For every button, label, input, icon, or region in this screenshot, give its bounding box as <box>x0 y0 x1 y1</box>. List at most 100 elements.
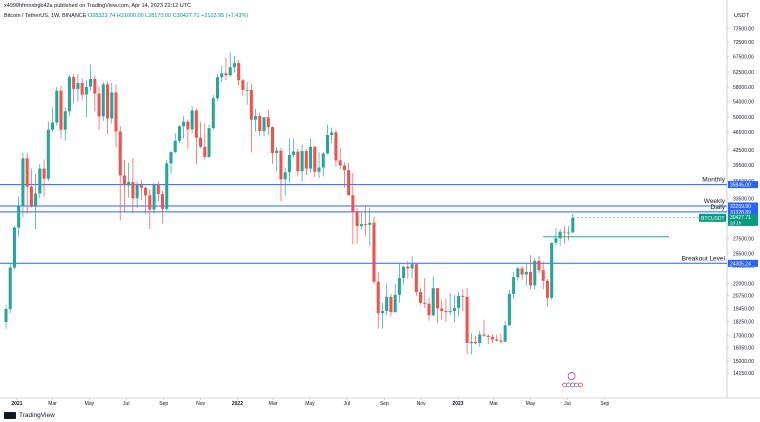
symbol-badge-text: BTCUSDT <box>701 216 725 222</box>
candle-body <box>359 224 363 227</box>
level-price-badge-text: 32259.90 <box>730 204 751 210</box>
candle-body <box>444 311 448 313</box>
candle-body <box>160 194 165 209</box>
candle-body <box>372 222 376 282</box>
price-tick-label: 24000.00 <box>733 264 754 270</box>
earnings-marker-icon <box>566 382 571 388</box>
candle-body <box>258 115 262 132</box>
candle-body <box>296 151 300 172</box>
candle-body <box>321 153 325 168</box>
candle-body <box>84 86 88 95</box>
candle-body <box>262 117 266 132</box>
candle-body <box>17 206 21 228</box>
price-tick-label: 19450.00 <box>733 306 754 312</box>
candle-body <box>406 266 410 269</box>
candle-body <box>156 184 160 195</box>
time-tick-label: Sep <box>380 401 389 407</box>
candle-body <box>292 151 296 155</box>
candle-body <box>567 232 571 234</box>
candle-body <box>215 77 220 99</box>
time-tick-label: May <box>526 401 536 407</box>
time-tick-label: Sep <box>600 401 609 407</box>
candle-body <box>42 168 46 179</box>
price-tick-label: 62500.00 <box>733 70 754 76</box>
candle-body <box>237 63 241 81</box>
candle-body <box>152 184 156 210</box>
candle-body <box>448 311 452 313</box>
level-price-badge-text: 35845.00 <box>730 183 751 189</box>
grid <box>0 0 760 399</box>
candle-body <box>414 264 418 292</box>
candle-body <box>80 82 84 95</box>
candle-body <box>186 121 190 130</box>
candle-body <box>241 80 245 90</box>
candle-body <box>545 280 549 298</box>
candle-body <box>304 151 308 169</box>
candle-body <box>528 271 533 286</box>
time-tick-label: 2022 <box>232 401 243 407</box>
time-tick-label: Mar <box>269 401 278 407</box>
candle-body <box>270 127 275 153</box>
candle-body <box>516 268 520 278</box>
candle-body <box>38 168 42 194</box>
candle-body <box>380 311 384 314</box>
candle-body <box>249 89 253 120</box>
candle-body <box>8 267 12 309</box>
candle-body <box>283 172 287 180</box>
candle-body <box>364 224 368 225</box>
candle-body <box>330 132 334 135</box>
candle-body <box>118 131 122 176</box>
candle-body <box>34 193 38 206</box>
price-tick-label: 46500.00 <box>733 130 754 136</box>
candle-body <box>512 277 516 294</box>
price-axis[interactable]: USDT 77500.00 72500.00 67500.00 62500.00 5800… <box>699 13 758 377</box>
candle-body <box>177 126 181 141</box>
candle-body <box>182 121 186 127</box>
candle-body <box>524 271 528 275</box>
event-marker-icon <box>567 372 576 380</box>
time-axis[interactable]: 2021 Mar May Jul Sep Nov 2022 Mar May Jul Sep Nov 20… <box>11 398 610 407</box>
candle-body <box>385 296 389 312</box>
time-tick-label: 2021 <box>11 401 22 407</box>
candle-body <box>72 76 76 89</box>
candle-body <box>435 288 439 309</box>
candle-body <box>334 132 338 161</box>
candle-body <box>461 295 465 297</box>
candle-body <box>351 195 355 213</box>
candle-body <box>110 92 114 119</box>
candle-body <box>474 341 478 343</box>
time-tick-label: 2023 <box>452 401 463 407</box>
candle-body <box>431 288 435 316</box>
candle-body <box>275 150 279 153</box>
earnings-marker-icon <box>574 382 579 388</box>
price-tick-label: 58000.00 <box>733 85 754 91</box>
price-tick-label: 14150.00 <box>733 371 754 377</box>
earnings-marker-icon <box>578 382 583 388</box>
candle-body <box>4 308 8 322</box>
candle-body <box>410 264 414 269</box>
time-tick-label: Jul <box>344 401 350 407</box>
candle-body <box>122 175 126 186</box>
candle-body <box>440 308 444 312</box>
last-price-badge <box>728 213 758 226</box>
price-tick-label: 77500.00 <box>733 26 754 32</box>
candle-body <box>533 260 537 286</box>
candle-body <box>499 340 503 342</box>
candle-body <box>144 187 148 196</box>
candle-body <box>228 67 232 76</box>
price-tick-label: 27500.00 <box>733 236 754 242</box>
candle-body <box>355 212 359 227</box>
candle-body <box>368 222 372 225</box>
price-tick-label: 17000.00 <box>733 334 754 340</box>
last-price-badge-text: 30427.71 <box>730 215 751 221</box>
time-tick-label: May <box>305 401 315 407</box>
candle-body <box>89 78 93 87</box>
level-price-badge <box>728 208 758 216</box>
candle-body <box>287 154 291 173</box>
candle-body <box>457 295 461 308</box>
candle-body <box>266 117 270 128</box>
candle-body <box>507 293 511 326</box>
price-tick-label: 20750.00 <box>733 293 754 299</box>
candle-body <box>25 158 29 187</box>
